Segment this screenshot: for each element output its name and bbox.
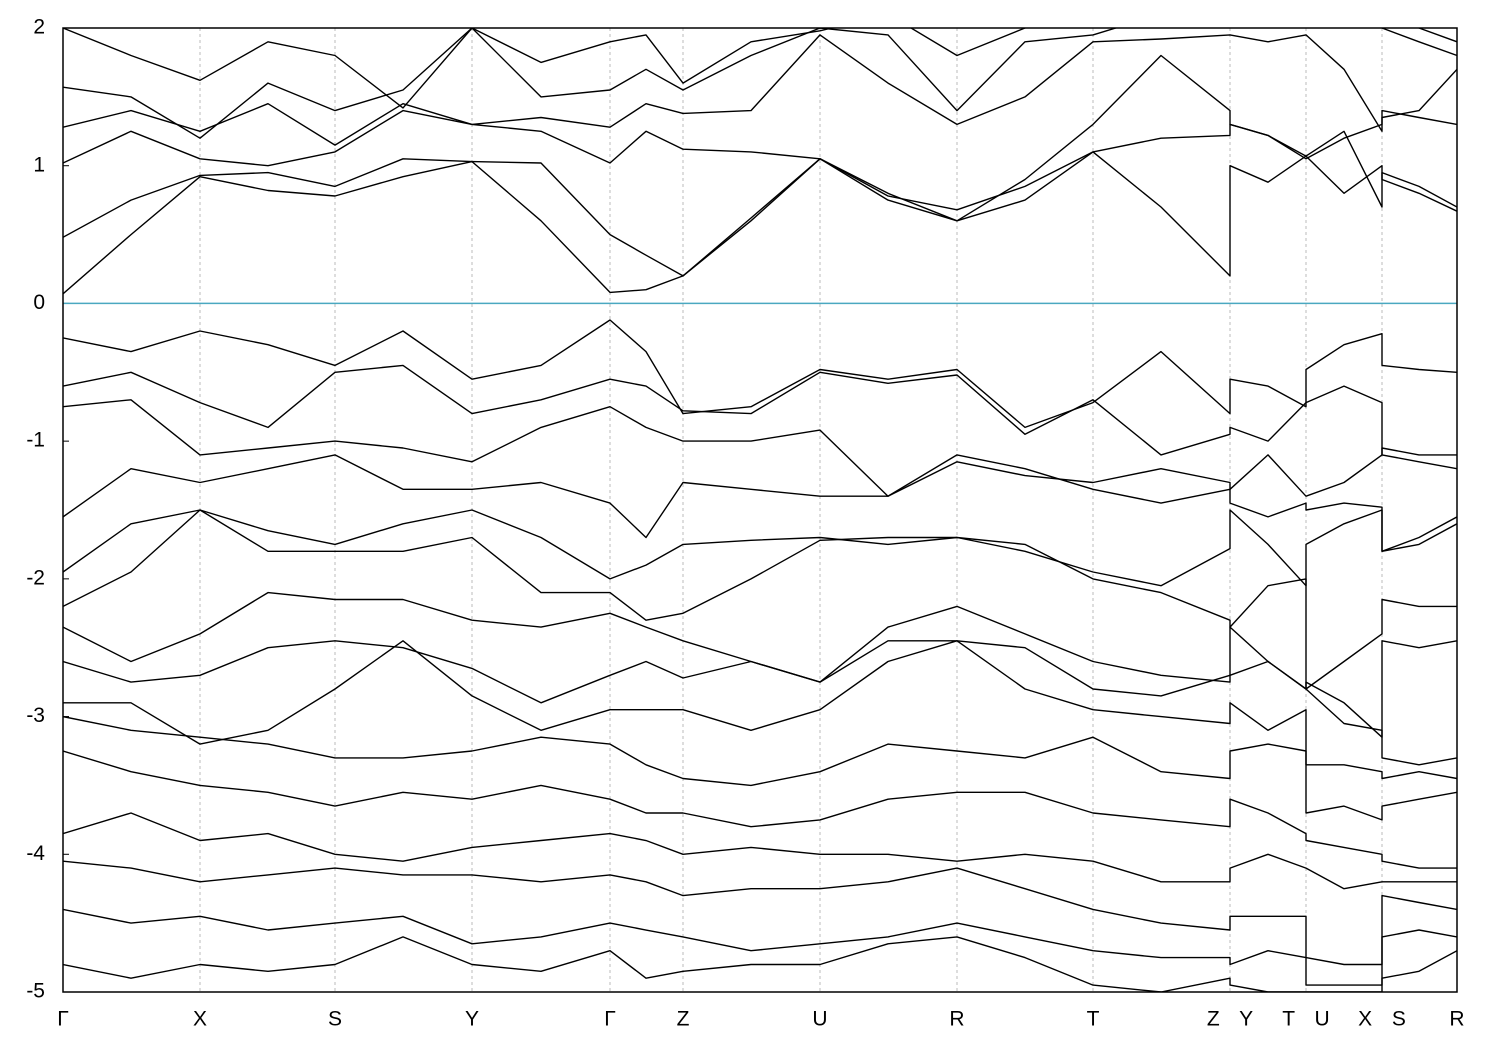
y-tick-label: -5 xyxy=(26,980,45,1003)
x-tick-label: T xyxy=(1087,1008,1100,1031)
bands xyxy=(63,28,1457,992)
band-line xyxy=(63,715,1457,821)
y-tick-label: 1 xyxy=(33,153,45,176)
band-line xyxy=(63,860,1457,966)
y-tick-label: -1 xyxy=(26,429,45,452)
band-line xyxy=(63,509,1457,690)
x-tick-label: U xyxy=(812,1008,827,1031)
band-line xyxy=(63,123,1457,277)
band-line xyxy=(63,34,1457,146)
y-tick-label: 2 xyxy=(33,16,45,39)
x-tick-label: R xyxy=(949,1008,964,1031)
x-tick-label: T U xyxy=(1282,1008,1329,1031)
band-line xyxy=(63,54,1457,222)
labels: -5 -4 -3 -2 -1 0 1 2 Γ X S Y Γ Z U R T Z Y T U X S R xyxy=(26,16,1464,1031)
band-line xyxy=(63,908,1457,986)
band-line xyxy=(63,936,1457,992)
y-tick-label: -4 xyxy=(26,842,45,865)
y-tick-label: 0 xyxy=(33,291,45,314)
x-tick-label: Y xyxy=(465,1008,479,1031)
x-tick-label: X S xyxy=(1358,1008,1406,1031)
band-line xyxy=(63,640,1457,766)
band-line xyxy=(63,319,1457,429)
band-line xyxy=(63,28,1457,139)
band-line xyxy=(63,28,1457,109)
band-line xyxy=(63,812,1457,890)
band-line xyxy=(63,399,1457,497)
x-tick-label: Z xyxy=(677,1008,690,1031)
plot-frame xyxy=(62,27,1458,993)
band-line xyxy=(63,509,1457,587)
x-tick-label: R xyxy=(1449,1008,1464,1031)
y-tick-label: -2 xyxy=(26,566,45,589)
x-tick-label: Z Y xyxy=(1207,1008,1253,1031)
y-tick-label: -3 xyxy=(26,704,45,727)
x-tick-label: X xyxy=(193,1008,207,1031)
band-line xyxy=(63,591,1457,738)
band-line xyxy=(63,364,1457,470)
band-line xyxy=(63,454,1457,552)
band-line xyxy=(63,151,1457,295)
band-line xyxy=(63,640,1457,780)
x-tick-label: Γ xyxy=(604,1008,616,1031)
x-tick-label: S xyxy=(328,1008,342,1031)
band-line xyxy=(63,750,1457,869)
x-tick-label: Γ xyxy=(57,1008,69,1031)
